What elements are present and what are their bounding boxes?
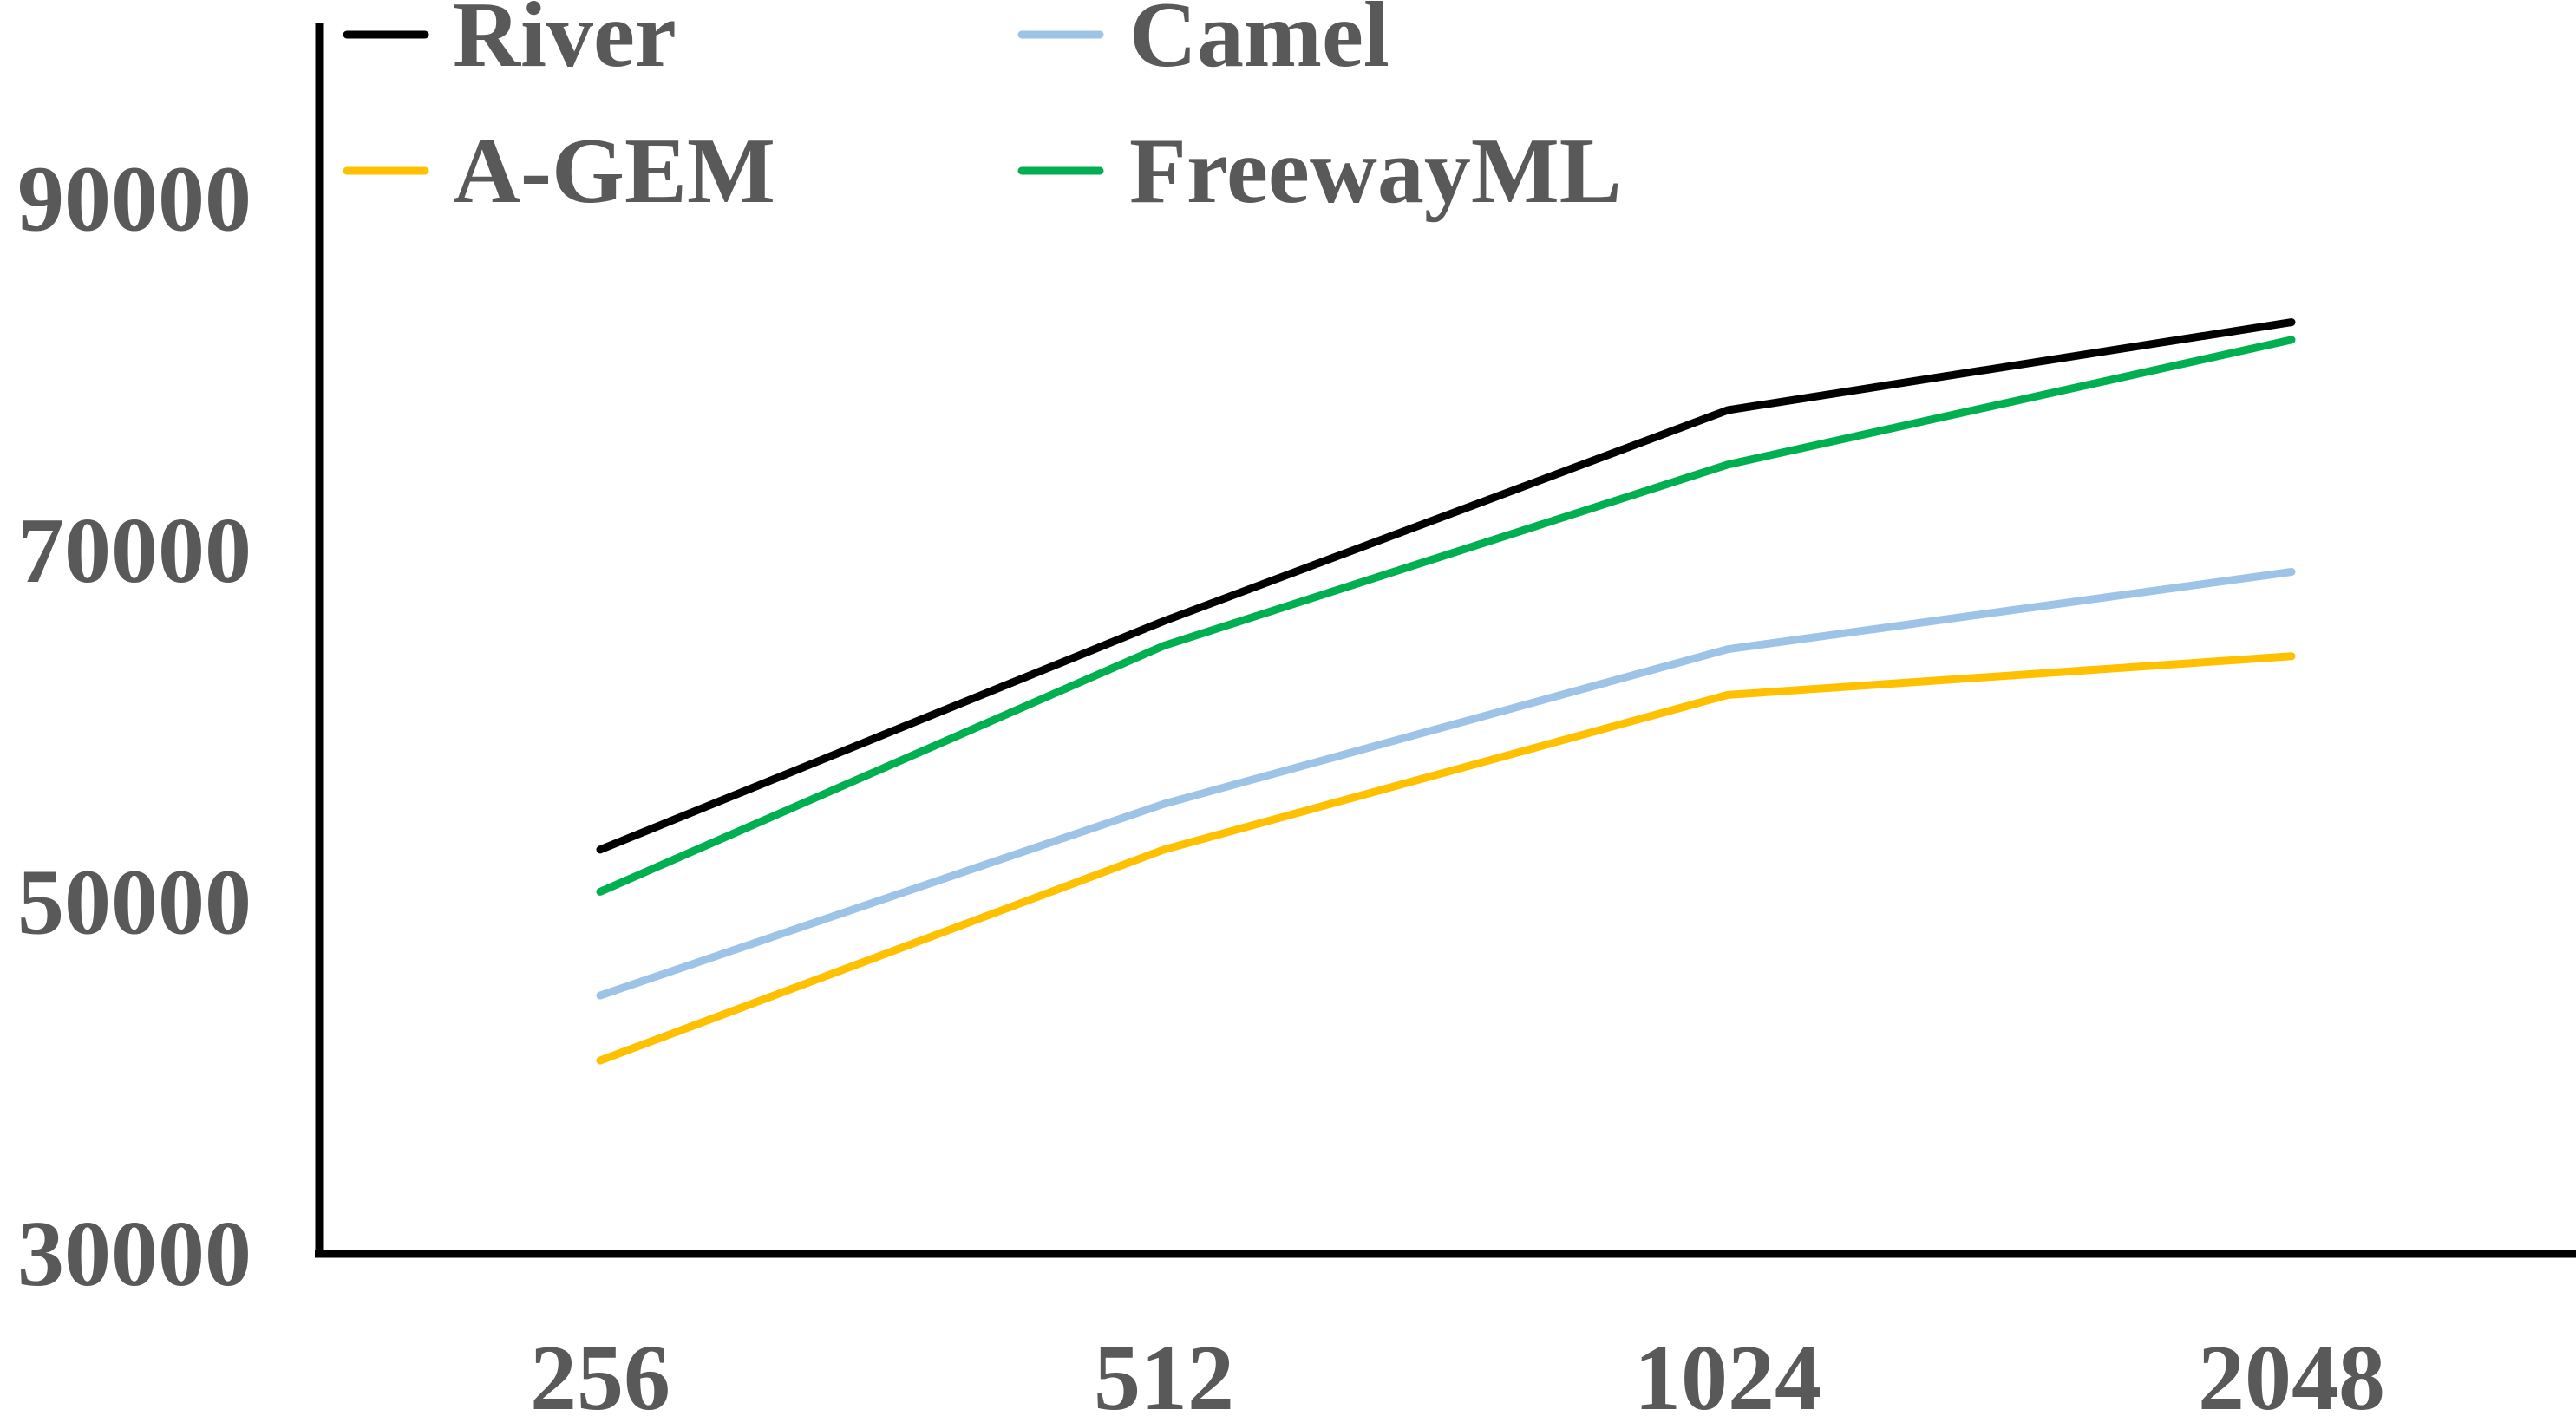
legend-label: River <box>453 0 677 87</box>
y-tick-labels: 30000 50000 70000 90000 <box>17 148 252 1306</box>
legend-label: A-GEM <box>453 120 775 223</box>
x-tick-label: 2048 <box>2198 1327 2385 1416</box>
legend-item-river: River <box>343 0 677 87</box>
series-line-freewayml <box>596 336 2296 896</box>
series-line-camel <box>596 568 2296 1000</box>
y-tick-label: 50000 <box>17 852 252 955</box>
x-tick-label: 512 <box>1094 1327 1234 1416</box>
series-layer <box>596 318 2296 1065</box>
y-tick-label: 30000 <box>17 1203 252 1306</box>
legend-label: FreewayML <box>1129 120 1622 223</box>
legend-item-a-gem: A-GEM <box>343 120 775 223</box>
x-tick-label: 256 <box>530 1327 670 1416</box>
x-tick-labels: 256 512 1024 2048 <box>530 1327 2385 1416</box>
y-tick-label: 90000 <box>17 148 252 251</box>
legend: River A-GEM Camel FreewayML <box>343 0 1622 223</box>
x-tick-label: 1024 <box>1634 1327 1821 1416</box>
legend-item-freewayml: FreewayML <box>1017 120 1622 223</box>
legend-item-camel: Camel <box>1017 0 1389 87</box>
y-tick-label: 70000 <box>17 499 252 603</box>
legend-label: Camel <box>1129 0 1389 87</box>
series-line-a-gem <box>596 652 2296 1065</box>
series-line-river <box>596 318 2296 854</box>
